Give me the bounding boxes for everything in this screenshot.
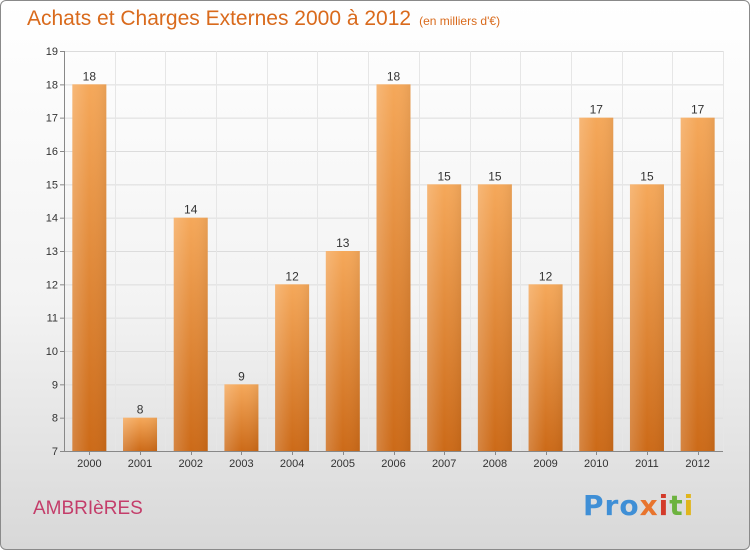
bar-value-label: 15 bbox=[438, 169, 452, 183]
x-tick-label: 2009 bbox=[533, 458, 557, 470]
bar-value-label: 12 bbox=[285, 269, 299, 283]
y-tick-label: 15 bbox=[46, 179, 58, 191]
bar-highlight bbox=[579, 117, 614, 452]
bar-highlight bbox=[173, 217, 208, 451]
y-tick-label: 16 bbox=[46, 146, 58, 158]
bar-highlight bbox=[376, 84, 411, 451]
x-tick-label: 2003 bbox=[229, 458, 253, 470]
bar-value-label: 8 bbox=[137, 403, 144, 417]
logo-part-x: x bbox=[639, 489, 659, 522]
x-tick-label: 2010 bbox=[584, 458, 608, 470]
logo-part-i2: i bbox=[683, 489, 695, 522]
chart-title: Achats et Charges Externes 2000 à 2012 (e… bbox=[27, 7, 500, 31]
bar-value-label: 18 bbox=[83, 69, 97, 83]
bar-value-label: 13 bbox=[336, 236, 350, 250]
x-tick-label: 2001 bbox=[128, 458, 152, 470]
x-tick-label: 2005 bbox=[331, 458, 355, 470]
axes: 7 8 9 10 11 12 13 14 15 16 17 18 19 2000 2001 2002 2003 2… bbox=[46, 46, 723, 470]
bar-value-label: 12 bbox=[539, 269, 553, 283]
y-tick-label: 14 bbox=[46, 213, 58, 225]
bar-highlight bbox=[528, 284, 563, 451]
bar-value-label: 17 bbox=[590, 103, 604, 117]
bar-highlight bbox=[275, 284, 310, 451]
value-labels: 18 8 14 9 12 13 18 15 15 12 17 15 17 bbox=[83, 69, 705, 416]
proxiti-logo[interactable]: Proxiti bbox=[583, 489, 694, 522]
location-name: AMBRIèRES bbox=[33, 498, 143, 519]
bar-value-label: 9 bbox=[238, 369, 245, 383]
chart-subtitle: (en milliers d'€) bbox=[419, 14, 501, 28]
x-tick-label: 2012 bbox=[685, 458, 709, 470]
bar-value-label: 15 bbox=[488, 169, 502, 183]
chart-title-text: Achats et Charges Externes 2000 à 2012 bbox=[27, 7, 412, 30]
y-tick-label: 8 bbox=[52, 413, 58, 425]
logo-part-i: i bbox=[658, 489, 670, 522]
logo-part-t: t bbox=[669, 489, 684, 522]
x-tick-label: 2008 bbox=[483, 458, 507, 470]
bar-value-label: 15 bbox=[640, 169, 654, 183]
bar-value-label: 17 bbox=[691, 103, 705, 117]
x-tick-label: 2000 bbox=[77, 458, 101, 470]
bar-value-label: 18 bbox=[387, 69, 401, 83]
y-tick-label: 17 bbox=[46, 113, 58, 125]
x-tick-label: 2011 bbox=[635, 458, 659, 470]
x-tick-label: 2006 bbox=[381, 458, 405, 470]
bar-highlight bbox=[123, 417, 158, 451]
y-tick-label: 18 bbox=[46, 79, 58, 91]
bar-highlight bbox=[325, 251, 360, 451]
bar-highlight bbox=[427, 184, 462, 452]
bar-highlight bbox=[477, 184, 512, 452]
y-tick-label: 19 bbox=[46, 46, 58, 58]
bar-highlight bbox=[629, 184, 664, 452]
bars bbox=[72, 84, 715, 452]
bar-highlight bbox=[680, 117, 715, 452]
x-tick-label: 2004 bbox=[280, 458, 304, 470]
bar-highlight bbox=[72, 84, 107, 451]
y-tick-label: 7 bbox=[52, 446, 58, 458]
y-tick-label: 12 bbox=[46, 279, 58, 291]
bar-value-label: 14 bbox=[184, 203, 198, 217]
y-tick-label: 13 bbox=[46, 246, 58, 258]
x-tick-label: 2007 bbox=[432, 458, 456, 470]
x-tick-label: 2002 bbox=[178, 458, 202, 470]
logo-part-pro: Pro bbox=[583, 489, 640, 522]
y-tick-label: 10 bbox=[46, 346, 58, 358]
bar-highlight bbox=[224, 384, 259, 451]
y-tick-label: 9 bbox=[52, 379, 58, 391]
y-tick-label: 11 bbox=[47, 313, 58, 325]
